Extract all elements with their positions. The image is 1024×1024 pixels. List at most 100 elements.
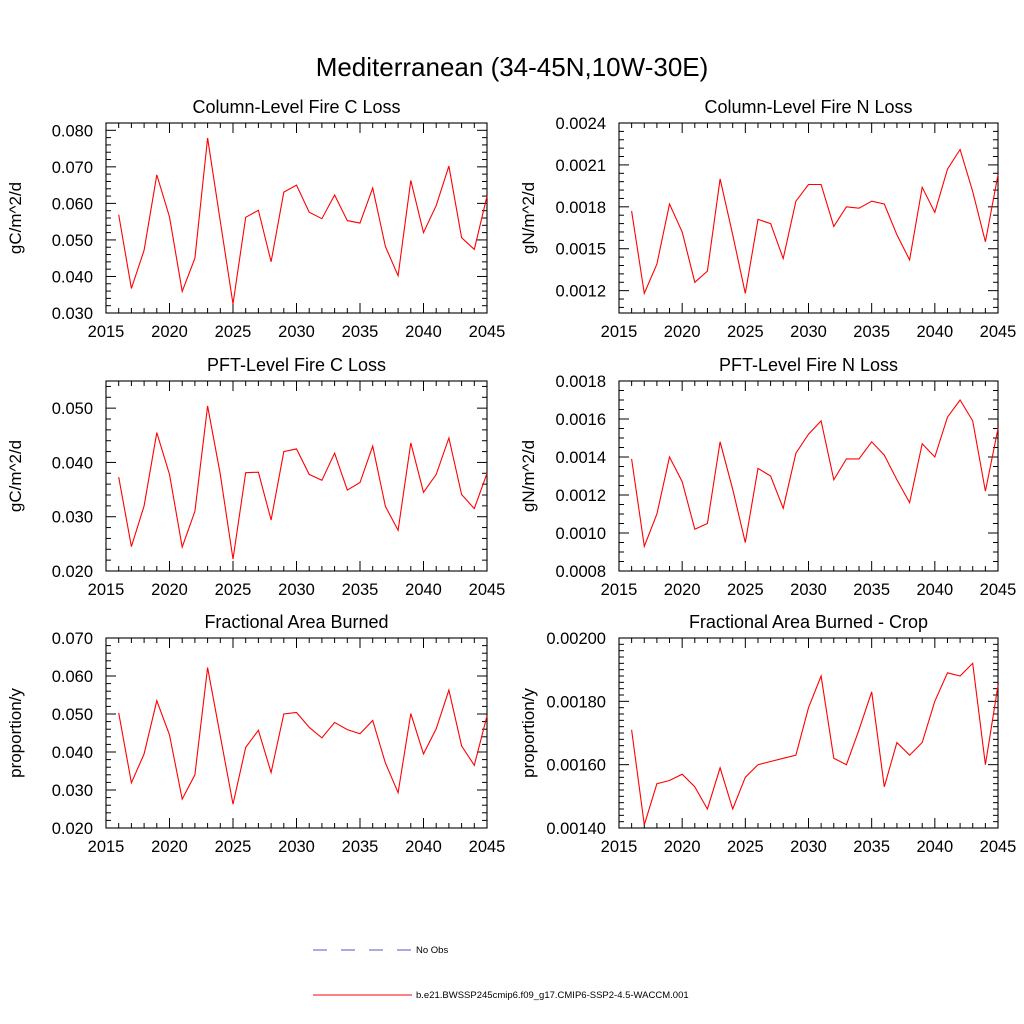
x-tick-label: 2040 — [405, 581, 442, 599]
figure-title: Mediterranean (34-45N,10W-30E) — [316, 52, 709, 82]
panel-4: PFT-Level Fire N Loss gN/m^2/d 2015 2020 202… — [519, 355, 1016, 599]
y-tick-label: 0.00200 — [546, 630, 606, 648]
y-tick-label: 0.0018 — [556, 199, 606, 217]
y-tick-label: 0.0012 — [556, 487, 606, 505]
y-tick-label: 0.030 — [52, 305, 93, 323]
panel-title: Column-Level Fire C Loss — [192, 97, 400, 117]
legend: No Obs b.e21.BWSSP245cmip6.f09_g17.CMIP6… — [313, 945, 689, 1001]
x-tick-label: 2035 — [342, 581, 379, 599]
x-tick-label: 2040 — [405, 323, 442, 341]
series-line — [118, 405, 488, 560]
panels: Column-Level Fire C Loss gC/m^2/d 2015 2020… — [6, 97, 1016, 856]
y-tick-label: 0.0008 — [556, 563, 606, 581]
y-tick-label: 0.0012 — [556, 283, 606, 301]
y-tick-label: 0.020 — [52, 820, 93, 838]
x-tick-label: 2025 — [215, 323, 252, 341]
x-tick-label: 2040 — [916, 581, 953, 599]
x-tick-label: 2035 — [853, 323, 890, 341]
x-tick-label: 2025 — [727, 581, 764, 599]
y-axis-label: gN/m^2/d — [519, 440, 538, 512]
y-axis-label: proportion/y — [6, 688, 25, 778]
y-tick-label: 0.040 — [52, 744, 93, 762]
y-tick-label: 0.0016 — [556, 411, 606, 429]
panel-3: PFT-Level Fire C Loss gC/m^2/d 2015 2020 202… — [6, 355, 505, 599]
y-axis-label: gN/m^2/d — [519, 182, 538, 254]
y-tick-label: 0.0021 — [556, 157, 606, 175]
y-tick-label: 0.050 — [52, 400, 93, 418]
x-tick-label: 2015 — [601, 323, 638, 341]
x-tick-label: 2045 — [980, 838, 1017, 856]
panel-title: PFT-Level Fire C Loss — [207, 355, 386, 375]
y-tick-label: 0.080 — [52, 122, 93, 140]
y-tick-label: 0.060 — [52, 195, 93, 213]
x-tick-label: 2045 — [469, 581, 506, 599]
x-tick-label: 2030 — [278, 838, 315, 856]
y-tick-label: 0.040 — [52, 454, 93, 472]
y-axis-label: proportion/y — [519, 688, 538, 778]
y-tick-label: 0.030 — [52, 509, 93, 527]
series-line — [118, 667, 488, 805]
x-tick-label: 2020 — [664, 581, 701, 599]
y-tick-label: 0.0014 — [556, 449, 606, 467]
x-tick-label: 2040 — [916, 838, 953, 856]
x-tick-label: 2040 — [405, 838, 442, 856]
x-tick-label: 2020 — [151, 581, 188, 599]
x-tick-label: 2015 — [601, 581, 638, 599]
x-tick-label: 2015 — [88, 323, 125, 341]
x-tick-label: 2025 — [727, 838, 764, 856]
y-tick-label: 0.0018 — [556, 373, 606, 391]
y-tick-label: 0.0015 — [556, 241, 606, 259]
series-line — [631, 662, 999, 825]
y-tick-label: 0.030 — [52, 782, 93, 800]
x-tick-label: 2030 — [790, 323, 827, 341]
x-tick-label: 2025 — [215, 838, 252, 856]
y-tick-label: 0.020 — [52, 563, 93, 581]
x-tick-label: 2035 — [342, 323, 379, 341]
x-tick-label: 2025 — [215, 581, 252, 599]
x-tick-label: 2030 — [278, 323, 315, 341]
legend-obs-label: No Obs — [416, 945, 448, 956]
x-tick-label: 2035 — [853, 838, 890, 856]
panel-title: Fractional Area Burned — [204, 612, 388, 632]
panel-5: Fractional Area Burned proportion/y 2015 20… — [6, 612, 505, 856]
x-tick-label: 2015 — [88, 838, 125, 856]
series-line — [118, 137, 488, 304]
x-tick-label: 2045 — [469, 323, 506, 341]
panel-title: Column-Level Fire N Loss — [704, 97, 912, 117]
x-tick-label: 2020 — [151, 838, 188, 856]
x-tick-label: 2040 — [916, 323, 953, 341]
y-tick-label: 0.070 — [52, 630, 93, 648]
y-tick-label: 0.00140 — [546, 820, 606, 838]
x-tick-label: 2015 — [88, 581, 125, 599]
x-tick-label: 2030 — [790, 838, 827, 856]
x-tick-label: 2020 — [151, 323, 188, 341]
x-tick-label: 2030 — [790, 581, 827, 599]
x-tick-label: 2045 — [980, 581, 1017, 599]
y-tick-label: 0.00160 — [546, 757, 606, 775]
panel-6: Fractional Area Burned - Crop proportion/… — [519, 612, 1016, 856]
y-tick-label: 0.0024 — [556, 115, 606, 133]
panel-2: Column-Level Fire N Loss gN/m^2/d 2015 2020… — [519, 97, 1016, 341]
series-line — [631, 148, 999, 296]
panel-1: Column-Level Fire C Loss gC/m^2/d 2015 2020… — [6, 97, 505, 341]
x-tick-label: 2020 — [664, 838, 701, 856]
y-axis-label: gC/m^2/d — [6, 440, 25, 512]
x-tick-label: 2025 — [727, 323, 764, 341]
x-tick-label: 2045 — [469, 838, 506, 856]
y-tick-label: 0.050 — [52, 232, 93, 250]
y-tick-label: 0.060 — [52, 668, 93, 686]
legend-model-label: b.e21.BWSSP245cmip6.f09_g17.CMIP6-SSP2-4… — [416, 990, 689, 1001]
y-tick-label: 0.040 — [52, 268, 93, 286]
x-tick-label: 2035 — [342, 838, 379, 856]
x-tick-label: 2030 — [278, 581, 315, 599]
x-tick-label: 2015 — [601, 838, 638, 856]
panel-title: PFT-Level Fire N Loss — [719, 355, 898, 375]
y-tick-label: 0.00180 — [546, 693, 606, 711]
y-tick-label: 0.050 — [52, 706, 93, 724]
y-tick-label: 0.0010 — [556, 525, 606, 543]
x-tick-label: 2045 — [980, 323, 1017, 341]
x-tick-label: 2035 — [853, 581, 890, 599]
y-axis-label: gC/m^2/d — [6, 182, 25, 254]
x-tick-label: 2020 — [664, 323, 701, 341]
